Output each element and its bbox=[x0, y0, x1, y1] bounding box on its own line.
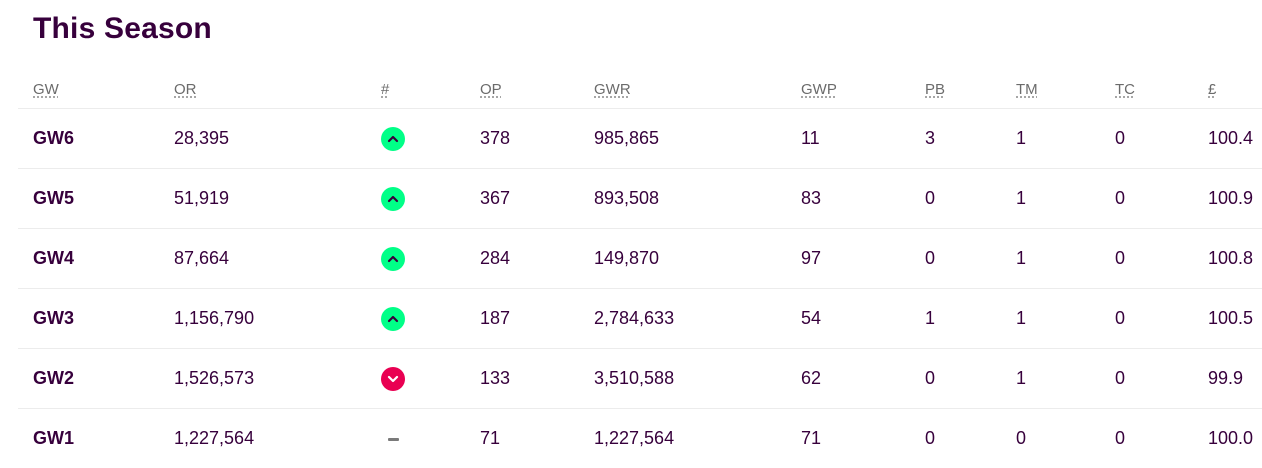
rank-movement-cell bbox=[381, 349, 480, 409]
column-header-label: GWR bbox=[594, 81, 631, 98]
cell-gwr: 893,508 bbox=[594, 169, 801, 229]
rank-movement-cell bbox=[381, 109, 480, 169]
cell-tc: 0 bbox=[1115, 289, 1208, 349]
cell-tc: 0 bbox=[1115, 109, 1208, 169]
cell-gw: GW2 bbox=[18, 349, 174, 409]
cell-tc: 0 bbox=[1115, 169, 1208, 229]
column-header-label: OP bbox=[480, 81, 502, 98]
cell-or: 87,664 bbox=[174, 229, 381, 289]
cell-gwp: 97 bbox=[801, 229, 925, 289]
cell-tm: 0 bbox=[1016, 409, 1115, 468]
column-header-label: £ bbox=[1208, 81, 1216, 98]
column-header-tm: TM bbox=[1016, 70, 1115, 109]
cell-tm: 1 bbox=[1016, 229, 1115, 289]
rank-movement-cell bbox=[381, 169, 480, 229]
cell-gwp: 83 bbox=[801, 169, 925, 229]
cell-gwp: 71 bbox=[801, 409, 925, 468]
rank-movement-cell bbox=[381, 409, 480, 468]
cell-value: 100.9 bbox=[1208, 169, 1262, 229]
column-header-move: # bbox=[381, 70, 480, 109]
cell-value: 100.0 bbox=[1208, 409, 1262, 468]
cell-pb: 1 bbox=[925, 289, 1016, 349]
cell-tm: 1 bbox=[1016, 109, 1115, 169]
cell-op: 187 bbox=[480, 289, 594, 349]
cell-op: 367 bbox=[480, 169, 594, 229]
cell-tc: 0 bbox=[1115, 409, 1208, 468]
cell-tm: 1 bbox=[1016, 289, 1115, 349]
cell-tc: 0 bbox=[1115, 349, 1208, 409]
cell-value: 100.8 bbox=[1208, 229, 1262, 289]
rank-movement-cell bbox=[381, 229, 480, 289]
cell-pb: 0 bbox=[925, 229, 1016, 289]
cell-tm: 1 bbox=[1016, 169, 1115, 229]
cell-gwr: 985,865 bbox=[594, 109, 801, 169]
column-header-gw: GW bbox=[18, 70, 174, 109]
cell-gwr: 2,784,633 bbox=[594, 289, 801, 349]
chevron-down-icon bbox=[381, 367, 405, 391]
cell-gwp: 62 bbox=[801, 349, 925, 409]
cell-or: 1,227,564 bbox=[174, 409, 381, 468]
cell-or: 1,526,573 bbox=[174, 349, 381, 409]
cell-or: 28,395 bbox=[174, 109, 381, 169]
cell-pb: 0 bbox=[925, 409, 1016, 468]
cell-gwr: 3,510,588 bbox=[594, 349, 801, 409]
cell-gw: GW3 bbox=[18, 289, 174, 349]
dash-icon bbox=[381, 427, 405, 451]
cell-tm: 1 bbox=[1016, 349, 1115, 409]
cell-value: 100.5 bbox=[1208, 289, 1262, 349]
cell-gwr: 149,870 bbox=[594, 229, 801, 289]
cell-gw: GW1 bbox=[18, 409, 174, 468]
chevron-up-icon bbox=[381, 307, 405, 331]
cell-tc: 0 bbox=[1115, 229, 1208, 289]
rank-movement-cell bbox=[381, 289, 480, 349]
column-header-label: TC bbox=[1115, 81, 1135, 98]
cell-op: 378 bbox=[480, 109, 594, 169]
column-header-gwp: GWP bbox=[801, 70, 925, 109]
column-header-label: GW bbox=[33, 81, 59, 98]
cell-pb: 3 bbox=[925, 109, 1016, 169]
column-header-value: £ bbox=[1208, 70, 1262, 109]
cell-op: 133 bbox=[480, 349, 594, 409]
cell-pb: 0 bbox=[925, 349, 1016, 409]
chevron-up-icon bbox=[381, 187, 405, 211]
cell-value: 99.9 bbox=[1208, 349, 1262, 409]
cell-gwr: 1,227,564 bbox=[594, 409, 801, 468]
cell-pb: 0 bbox=[925, 169, 1016, 229]
cell-gw: GW6 bbox=[18, 109, 174, 169]
cell-op: 284 bbox=[480, 229, 594, 289]
cell-gwp: 54 bbox=[801, 289, 925, 349]
cell-gw: GW5 bbox=[18, 169, 174, 229]
column-header-or: OR bbox=[174, 70, 381, 109]
column-header-label: TM bbox=[1016, 81, 1038, 98]
cell-or: 51,919 bbox=[174, 169, 381, 229]
column-header-label: OR bbox=[174, 81, 197, 98]
chevron-up-icon bbox=[381, 127, 405, 151]
cell-gwp: 11 bbox=[801, 109, 925, 169]
cell-value: 100.4 bbox=[1208, 109, 1262, 169]
table-header-row: GW OR # OP GWR GWP PB TM TC £ bbox=[18, 70, 1262, 109]
chevron-up-icon bbox=[381, 247, 405, 271]
column-header-label: PB bbox=[925, 81, 945, 98]
column-header-gwr: GWR bbox=[594, 70, 801, 109]
column-header-op: OP bbox=[480, 70, 594, 109]
column-header-tc: TC bbox=[1115, 70, 1208, 109]
column-header-label: GWP bbox=[801, 81, 837, 98]
column-header-pb: PB bbox=[925, 70, 1016, 109]
section-title: This Season bbox=[33, 12, 212, 46]
cell-op: 71 bbox=[480, 409, 594, 468]
column-header-label: # bbox=[381, 81, 389, 98]
cell-gw: GW4 bbox=[18, 229, 174, 289]
cell-or: 1,156,790 bbox=[174, 289, 381, 349]
